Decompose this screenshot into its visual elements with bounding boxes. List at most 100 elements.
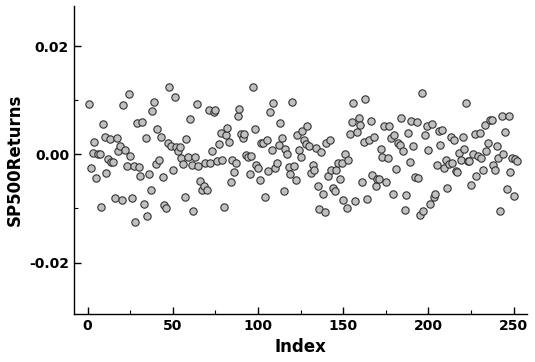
Point (414, 176, 423, 181)
Point (155, 157, 164, 163)
Point (245, 172, 254, 177)
Point (235, 106, 243, 112)
Point (377, 146, 385, 152)
Point (193, 101, 201, 107)
Point (346, 131, 354, 136)
Point (421, 132, 430, 138)
Point (134, 164, 143, 170)
Point (410, 174, 419, 180)
Point (446, 134, 455, 140)
Point (492, 143, 501, 149)
Point (189, 208, 197, 214)
Point (496, 208, 505, 214)
Point (406, 159, 414, 165)
Point (233, 113, 242, 119)
Point (469, 151, 477, 157)
Point (291, 177, 300, 182)
Point (381, 180, 390, 185)
Point (211, 107, 220, 113)
Point (272, 160, 281, 166)
Point (465, 158, 473, 164)
Point (259, 140, 268, 146)
Point (116, 143, 124, 149)
Point (184, 154, 193, 160)
Point (505, 113, 513, 119)
Point (360, 139, 368, 145)
Point (281, 146, 289, 152)
Point (206, 160, 215, 166)
Point (501, 130, 509, 135)
Point (242, 152, 250, 157)
Point (98, 121, 107, 127)
Point (190, 155, 199, 160)
Point (373, 176, 381, 181)
Point (341, 151, 349, 157)
Point (434, 128, 443, 134)
Point (339, 197, 348, 203)
Point (167, 143, 175, 149)
Point (163, 140, 172, 146)
Point (353, 129, 361, 135)
Point (429, 194, 438, 200)
Point (218, 157, 226, 163)
Point (249, 84, 257, 90)
Point (480, 122, 489, 128)
Point (170, 94, 179, 100)
Point (332, 167, 341, 173)
Point (282, 151, 291, 157)
Point (117, 197, 126, 203)
Point (216, 130, 225, 135)
Point (317, 149, 325, 155)
Point (256, 177, 264, 183)
Point (327, 167, 335, 173)
Point (210, 109, 218, 114)
Point (194, 163, 203, 169)
Point (121, 147, 129, 153)
Point (160, 202, 169, 208)
Point (486, 117, 494, 122)
Point (271, 165, 279, 171)
Point (380, 123, 388, 129)
Point (513, 158, 522, 164)
Point (491, 167, 499, 173)
Point (262, 137, 271, 143)
Point (477, 155, 486, 161)
Point (109, 159, 118, 164)
Point (180, 194, 189, 200)
Point (427, 121, 436, 127)
Point (456, 157, 465, 163)
Point (479, 167, 487, 173)
Point (276, 120, 285, 126)
Point (470, 131, 479, 137)
Point (371, 184, 380, 189)
Point (148, 108, 157, 114)
Point (312, 145, 320, 151)
Point (220, 205, 228, 210)
Point (264, 168, 272, 174)
Point (203, 186, 211, 192)
Point (254, 165, 262, 171)
Point (404, 130, 412, 135)
Point (197, 187, 206, 193)
Point (368, 172, 377, 178)
Point (252, 162, 261, 168)
Point (129, 164, 138, 169)
Point (318, 191, 327, 197)
Point (288, 100, 296, 105)
Point (315, 206, 324, 212)
Point (213, 158, 221, 164)
Point (482, 148, 491, 154)
Point (300, 137, 308, 143)
Point (286, 171, 295, 177)
Point (215, 142, 223, 147)
Point (325, 137, 334, 143)
Point (460, 146, 469, 152)
Point (236, 131, 245, 137)
Point (502, 186, 511, 192)
Point (390, 132, 399, 138)
Point (302, 141, 310, 147)
Point (151, 161, 160, 167)
Point (463, 158, 472, 164)
Point (370, 134, 378, 140)
Point (387, 135, 395, 140)
